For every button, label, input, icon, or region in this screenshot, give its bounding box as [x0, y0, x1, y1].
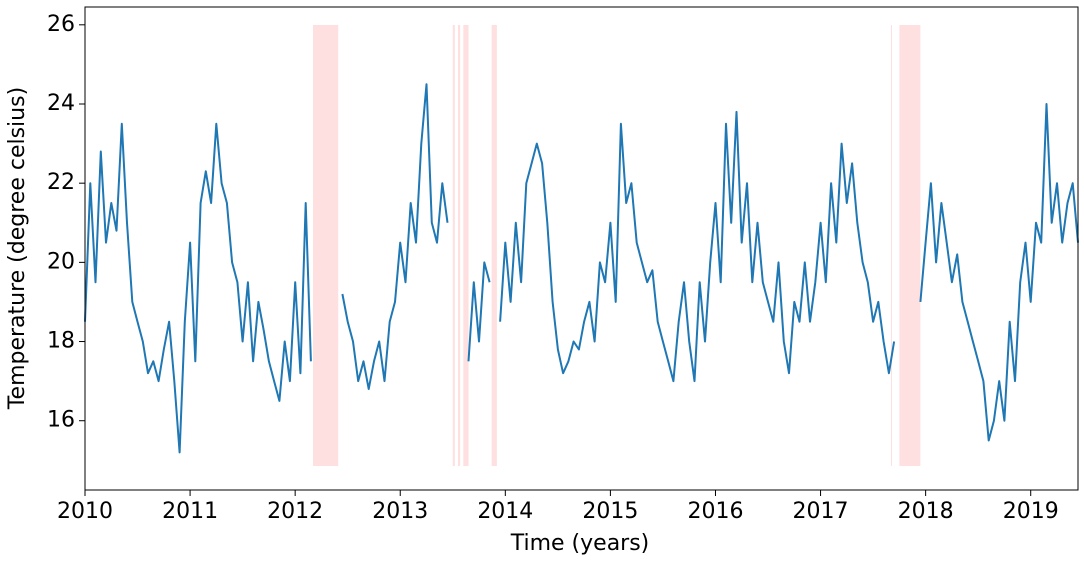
x-axis-label: Time (years) — [510, 531, 650, 556]
missing-span — [313, 25, 339, 466]
x-tick-label: 2015 — [582, 499, 638, 524]
y-tick-label: 16 — [47, 408, 75, 433]
x-tick-label: 2011 — [162, 499, 218, 524]
x-tick-label: 2016 — [687, 499, 743, 524]
missing-span — [463, 25, 469, 466]
x-tick-label: 2012 — [267, 499, 323, 524]
x-tick-label: 2010 — [57, 499, 113, 524]
x-tick-label: 2019 — [1003, 499, 1059, 524]
y-tick-label: 22 — [47, 170, 75, 195]
y-axis-label: Temperature (degree celsius) — [5, 87, 30, 410]
x-tick-label: 2013 — [372, 499, 428, 524]
missing-span — [452, 25, 455, 466]
missing-span — [491, 25, 497, 466]
missing-span — [458, 25, 461, 466]
x-tick-label: 2017 — [793, 499, 849, 524]
line — [84, 83, 1079, 454]
x-tick-label: 2018 — [898, 499, 954, 524]
missing-span — [890, 25, 893, 466]
x-tick-label: 2014 — [477, 499, 533, 524]
y-tick-label: 20 — [47, 249, 75, 274]
missing-span — [899, 25, 921, 466]
y-tick-label: 26 — [47, 12, 75, 37]
axes-frame — [84, 6, 1079, 491]
y-tick-label: 18 — [47, 329, 75, 354]
y-tick-label: 24 — [47, 91, 75, 116]
